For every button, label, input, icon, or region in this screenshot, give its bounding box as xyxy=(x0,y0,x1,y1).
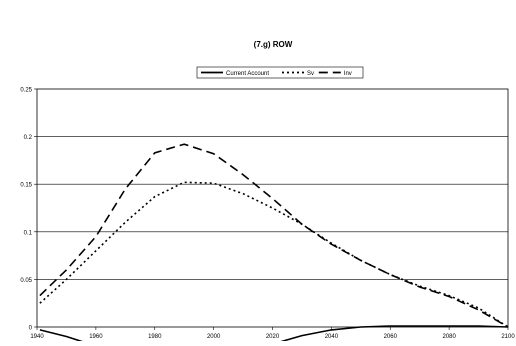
y-tick-label-2: 0.1 xyxy=(24,230,33,236)
x-tick-label-1: 1960 xyxy=(89,334,103,340)
legend: Current Account Sv Inv xyxy=(197,67,363,78)
x-tick-label-6: 2060 xyxy=(384,334,398,340)
y-tick-label-4: 0.2 xyxy=(24,135,33,141)
chart-title: (7.g) ROW xyxy=(254,40,293,49)
x-tick-label-2: 1980 xyxy=(148,334,162,340)
x-tick-label-7: 2080 xyxy=(442,334,456,340)
y-tick-label-0: 0 xyxy=(29,326,33,332)
y-tick-label-3: 0.15 xyxy=(20,183,32,189)
series-line-sv xyxy=(40,182,508,327)
x-tick-label-5: 2040 xyxy=(325,334,339,340)
legend-label-current-account: Current Account xyxy=(226,71,269,77)
y-tick-label-1: 0.05 xyxy=(20,278,32,284)
y-tick-label-5: 0.25 xyxy=(20,88,32,94)
x-tick-label-8: 2100 xyxy=(501,334,515,340)
legend-label-inv: Inv xyxy=(344,71,352,77)
x-tick-label-3: 2000 xyxy=(207,334,221,340)
x-tick-label-4: 2020 xyxy=(266,334,280,340)
series-line-inv xyxy=(40,144,508,327)
legend-label-sv: Sv xyxy=(307,71,314,77)
x-tick-label-0: 1940 xyxy=(30,334,44,340)
plot-border xyxy=(37,89,508,327)
plot-area: 0 0.05 0.1 0.15 0.2 0.25 1940 1960 1980 2000 2020 2… xyxy=(20,88,515,342)
